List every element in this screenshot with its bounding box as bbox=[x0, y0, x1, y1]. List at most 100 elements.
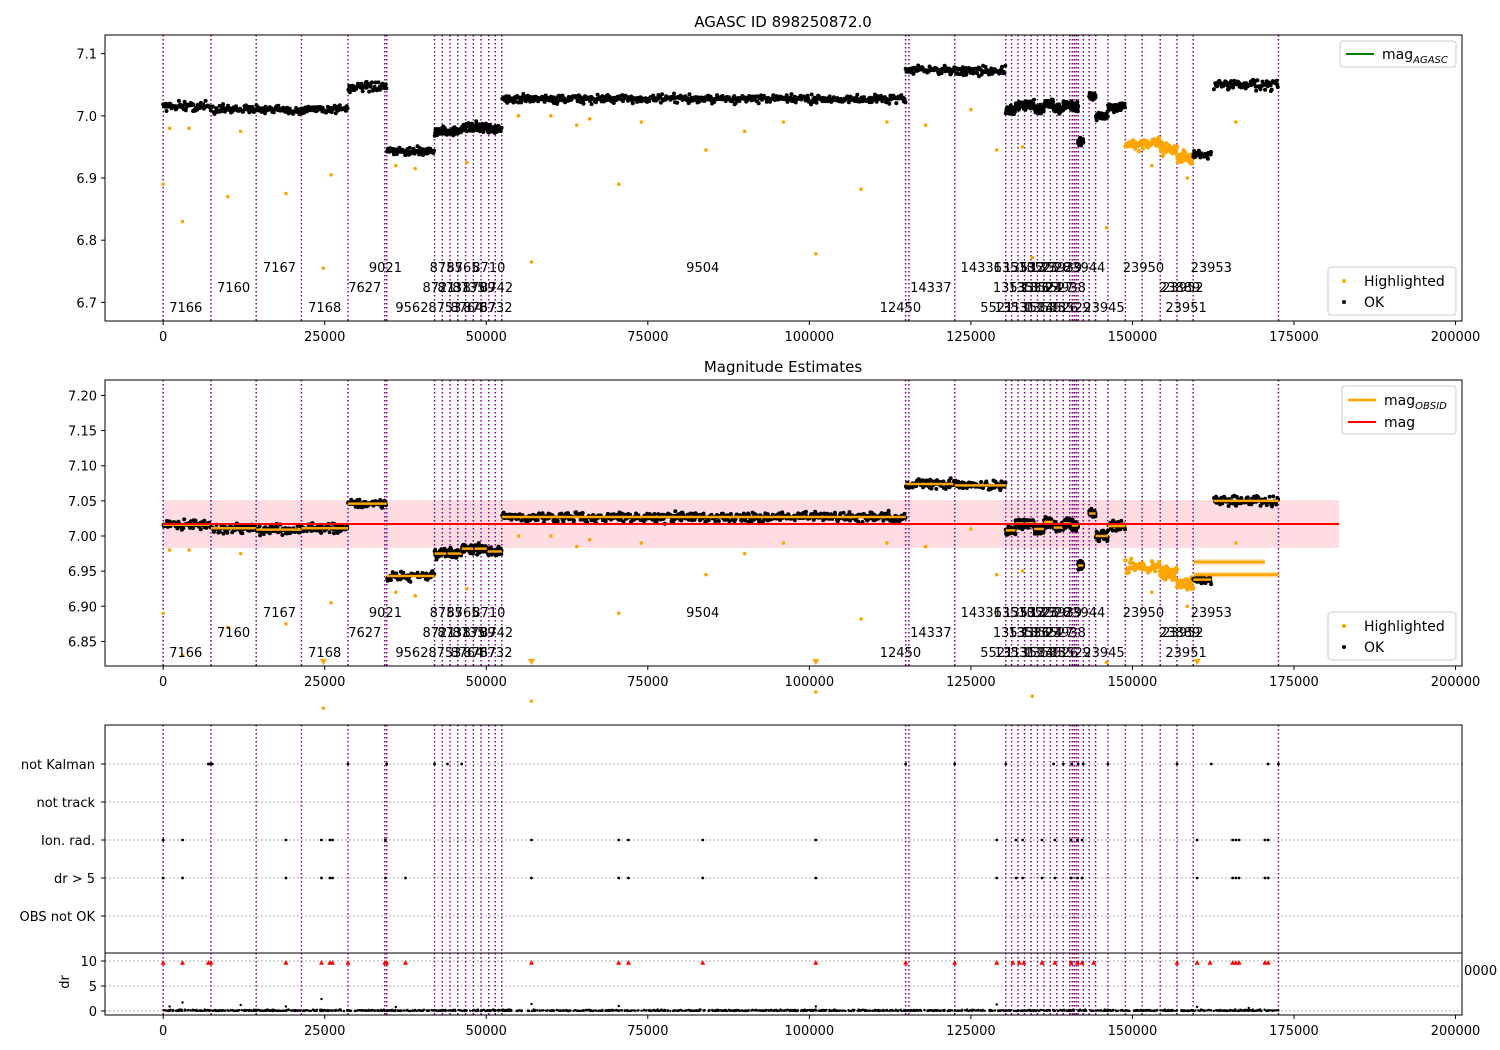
ok-point bbox=[1271, 494, 1276, 499]
legend-label-ok: OK bbox=[1364, 640, 1385, 656]
flag-point bbox=[328, 838, 332, 842]
obsid-label: 8732 bbox=[479, 301, 512, 316]
flag-point bbox=[617, 838, 621, 842]
highlighted-point bbox=[187, 548, 191, 552]
highlighted-point bbox=[1157, 559, 1162, 565]
ok-point bbox=[181, 526, 186, 530]
ok-point bbox=[345, 106, 350, 111]
ok-point bbox=[217, 103, 222, 108]
obsid-label: 12450 bbox=[880, 301, 921, 316]
ok-point bbox=[1211, 87, 1216, 92]
highlighted-point bbox=[1189, 160, 1194, 165]
flag-point bbox=[320, 838, 323, 842]
ok-point bbox=[814, 100, 819, 105]
ok-point bbox=[332, 531, 336, 536]
ok-point bbox=[1013, 532, 1018, 537]
ok-point bbox=[1008, 103, 1013, 108]
ok-point bbox=[367, 89, 372, 94]
ok-point bbox=[499, 125, 504, 130]
flag-point bbox=[1080, 876, 1084, 880]
obsid-label: 23938 bbox=[1045, 281, 1086, 296]
ok-point bbox=[198, 527, 203, 532]
ok-point bbox=[373, 80, 378, 85]
ok-point bbox=[535, 517, 540, 522]
obsid-label: 23889 bbox=[1159, 626, 1200, 641]
ok-point bbox=[902, 511, 907, 516]
flag-category-label: dr > 5 bbox=[54, 872, 95, 887]
highlighted-point bbox=[1150, 163, 1154, 168]
flag-point bbox=[1266, 762, 1270, 766]
ok-point bbox=[1093, 95, 1098, 100]
highlighted-point bbox=[529, 699, 534, 703]
y-tick-label: 7.05 bbox=[68, 495, 97, 510]
obsid-label: 23953 bbox=[1191, 606, 1232, 621]
ok-point bbox=[675, 100, 680, 105]
highlighted-point bbox=[616, 611, 621, 616]
flag-point bbox=[1076, 838, 1079, 842]
ok-point bbox=[234, 104, 238, 109]
ok-point bbox=[975, 71, 979, 76]
y-tick-label: 7.1 bbox=[76, 48, 97, 63]
ok-point bbox=[1274, 502, 1279, 507]
flag-point bbox=[814, 876, 818, 880]
highlighted-point bbox=[1156, 135, 1161, 140]
highlighted-point bbox=[167, 548, 172, 552]
flag-point bbox=[995, 838, 999, 842]
ok-point bbox=[1254, 88, 1259, 93]
ok-point bbox=[219, 109, 224, 114]
obsid-segment bbox=[299, 103, 350, 116]
ok-point bbox=[1245, 495, 1250, 500]
flag-point bbox=[1106, 762, 1110, 766]
ok-point bbox=[388, 578, 393, 583]
obsid-segment bbox=[1069, 100, 1081, 114]
ok-point bbox=[221, 105, 226, 110]
obsid-label: 23953 bbox=[1191, 261, 1232, 276]
highlighted-point bbox=[161, 611, 165, 616]
y-tick-label: 6.85 bbox=[68, 635, 97, 650]
ok-point bbox=[789, 92, 794, 97]
ok-point bbox=[589, 102, 594, 107]
obsid-label: 12450 bbox=[880, 646, 921, 661]
flag-point bbox=[1080, 838, 1084, 842]
ok-point bbox=[1119, 518, 1124, 523]
flag-point bbox=[1069, 838, 1073, 842]
x-tick-label: 100000 bbox=[785, 675, 835, 690]
obsid-label: 23950 bbox=[1123, 606, 1164, 621]
obsid-label: 23944 bbox=[1064, 606, 1105, 621]
y-tick-label: 6.7 bbox=[76, 296, 97, 311]
ok-point bbox=[756, 101, 761, 106]
x-tick-label: 0 bbox=[159, 675, 167, 690]
highlighted-point bbox=[465, 160, 469, 165]
highlighted-point bbox=[516, 114, 521, 118]
highlighted-point bbox=[969, 107, 973, 112]
x-tick-label: 0 bbox=[159, 330, 167, 345]
ok-point bbox=[267, 531, 272, 536]
highlighted-point bbox=[574, 123, 579, 127]
flag-point bbox=[284, 838, 288, 842]
ok-point bbox=[716, 519, 721, 523]
ok-point bbox=[701, 511, 706, 516]
flag-point bbox=[1231, 838, 1235, 842]
ok-point bbox=[334, 104, 339, 109]
flag-point bbox=[320, 876, 323, 880]
highlighted-point bbox=[413, 593, 417, 598]
ok-point bbox=[516, 100, 521, 105]
flag-category-label: OBS not OK bbox=[20, 910, 96, 925]
x-tick-label: 50000 bbox=[466, 330, 507, 345]
flag-point bbox=[161, 876, 165, 880]
x-tick-label: 150000 bbox=[1108, 675, 1158, 690]
ok-point bbox=[902, 97, 907, 102]
ok-point bbox=[948, 476, 953, 481]
obsid-segment bbox=[1003, 103, 1018, 116]
y-tick-label: 7.0 bbox=[76, 110, 97, 125]
flag-point bbox=[701, 876, 705, 880]
ok-point bbox=[1267, 494, 1272, 499]
ok-point bbox=[903, 100, 908, 105]
ok-point bbox=[376, 80, 381, 85]
highlighted-point bbox=[413, 166, 417, 171]
ok-point bbox=[1209, 582, 1214, 587]
flag-category-label: Ion. rad. bbox=[41, 834, 95, 849]
highlighted-point bbox=[616, 182, 621, 187]
